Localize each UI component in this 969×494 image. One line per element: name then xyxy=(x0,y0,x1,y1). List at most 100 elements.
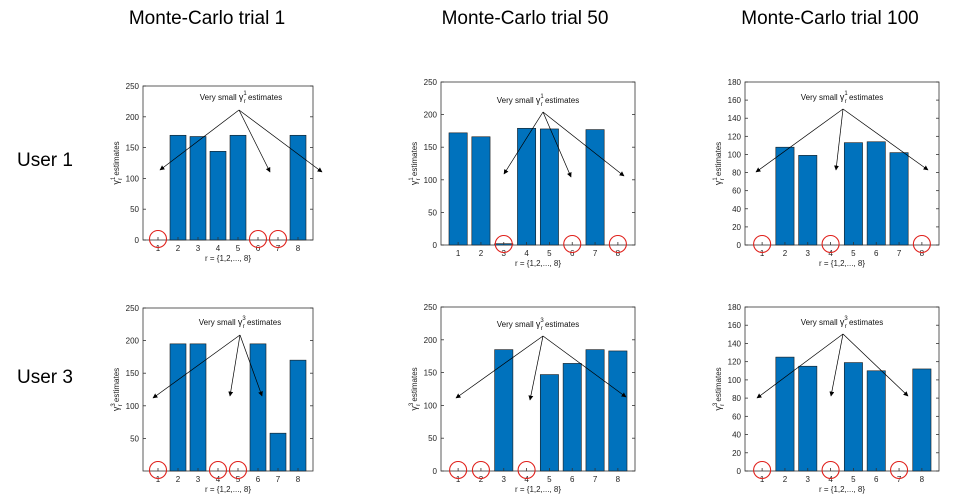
y-tick-label: 250 xyxy=(424,303,438,312)
annotation-subscript: r xyxy=(541,102,543,108)
bar-2 xyxy=(775,146,795,246)
annotation-label: Very small γ3 r estimates xyxy=(497,318,579,332)
x-tick-label: 5 xyxy=(236,475,241,484)
x-tick-label: 2 xyxy=(783,249,788,258)
y-tick-label: 100 xyxy=(126,402,140,411)
x-tick-label: 1 xyxy=(456,249,461,258)
bar-6 xyxy=(866,370,886,472)
small-estimate-circle-1 xyxy=(148,229,168,249)
x-tick-label: 1 xyxy=(456,475,461,484)
annotation-prefix: Very small xyxy=(199,318,238,327)
row-label-user-1: User 1 xyxy=(17,150,73,171)
bar-5 xyxy=(843,142,863,246)
ylabel-text: estimates xyxy=(112,141,121,177)
annotation-label: Very small γ3 r estimates xyxy=(199,316,281,330)
ylabel-text: estimates xyxy=(112,368,121,404)
x-tick-label: 2 xyxy=(176,475,181,484)
x-tick-label: 2 xyxy=(783,475,788,484)
annotation-gamma: γ xyxy=(840,317,845,327)
column-title-trial-1: Monte-Carlo trial 1 xyxy=(128,8,286,29)
bar-7 xyxy=(585,349,605,472)
ylabel-text: estimates xyxy=(714,367,723,403)
x-tick-label: 8 xyxy=(616,475,621,484)
y-tick-label: 50 xyxy=(428,208,437,217)
annotation-arrow-2 xyxy=(542,111,572,178)
y-tick-label: 200 xyxy=(126,113,140,122)
y-axis-label: γ3r estimates xyxy=(409,367,422,410)
bar-7 xyxy=(269,432,287,472)
ylabel-gamma: γ xyxy=(409,180,419,185)
ylabel-text: estimates xyxy=(714,142,723,178)
bar-1 xyxy=(448,132,468,246)
annotation-subscript: r xyxy=(845,324,847,330)
annotation-arrow-1 xyxy=(503,111,544,175)
y-tick-label: 180 xyxy=(728,303,742,312)
bar-2 xyxy=(471,136,491,246)
annotation-superscript: 3 xyxy=(844,316,848,322)
y-tick-label: 40 xyxy=(732,431,741,440)
small-estimate-circle-5 xyxy=(228,460,248,480)
ylabel-subscript: r xyxy=(416,404,422,406)
y-tick-label: 250 xyxy=(424,78,438,87)
plot-area xyxy=(142,307,314,472)
annotation-superscript: 1 xyxy=(540,94,544,100)
annotation-arrow-2 xyxy=(238,109,271,173)
bar-5 xyxy=(843,362,863,472)
ylabel-gamma: γ xyxy=(713,406,723,411)
y-tick-label: 150 xyxy=(424,143,438,152)
ylabel-superscript: 3 xyxy=(111,403,117,407)
ylabel-subscript: r xyxy=(118,178,124,180)
y-tick-label: 250 xyxy=(126,304,140,313)
y-tick-label: 60 xyxy=(732,412,741,421)
small-estimate-circle-6 xyxy=(248,229,268,249)
y-tick-label: 80 xyxy=(732,169,741,178)
annotation-arrow-3 xyxy=(542,111,625,177)
small-estimate-circle-4 xyxy=(821,460,840,480)
chart-user1-trial50: 0 50 100 150 200 250 1 2 3 4 5 6 7 8 r = {1,2,..., 8} γ… xyxy=(409,78,636,268)
y-tick-label: 80 xyxy=(732,394,741,403)
y-tick-label: 250 xyxy=(126,82,140,91)
annotation-arrow-1 xyxy=(152,334,241,399)
bar-6 xyxy=(562,363,582,472)
y-tick-label: 50 xyxy=(130,205,139,214)
annotation-suffix: estimates xyxy=(245,318,281,327)
ylabel-superscript: 1 xyxy=(409,177,415,181)
small-estimate-circle-4 xyxy=(821,234,840,254)
x-tick-label: 3 xyxy=(502,475,507,484)
plot-area xyxy=(744,81,940,246)
y-tick-label: 120 xyxy=(728,358,742,367)
ylabel-gamma: γ xyxy=(111,406,121,411)
y-axis-label: γ1r estimates xyxy=(409,142,422,185)
y-tick-label: 140 xyxy=(728,339,742,348)
x-tick-label: 6 xyxy=(570,475,575,484)
x-axis-label: r = {1,2,..., 8} xyxy=(819,485,865,494)
bar-3 xyxy=(189,343,207,472)
x-tick-label: 7 xyxy=(276,244,281,253)
annotation-subscript: r xyxy=(541,326,543,332)
y-axis-label: γ1r estimates xyxy=(111,141,124,184)
ylabel-superscript: 3 xyxy=(409,402,415,406)
row-label-user-3: User 3 xyxy=(17,367,73,388)
bar-2 xyxy=(775,356,795,472)
y-tick-label: 160 xyxy=(728,96,742,105)
x-axis-label: r = {1,2,..., 8} xyxy=(515,259,561,268)
annotation-gamma: γ xyxy=(238,317,243,327)
x-tick-label: 3 xyxy=(806,249,811,258)
x-tick-label: 7 xyxy=(593,475,598,484)
ylabel-superscript: 1 xyxy=(713,177,719,181)
small-estimate-circle-3 xyxy=(494,234,513,254)
x-tick-label: 4 xyxy=(216,244,221,253)
annotation-suffix: estimates xyxy=(847,318,883,327)
y-tick-label: 100 xyxy=(126,174,140,183)
ylabel-subscript: r xyxy=(118,404,124,406)
chart-user1-trial100: 0 20 40 60 80 100 120 140 160 180 1 2 3 4 5 6 7 8 r = {1,2… xyxy=(713,78,940,268)
x-tick-label: 7 xyxy=(897,249,902,258)
bar-8 xyxy=(289,134,307,241)
annotation-arrow-1 xyxy=(756,333,844,399)
ylabel-subscript: r xyxy=(720,404,726,406)
annotation-prefix: Very small xyxy=(497,96,536,105)
annotation-arrow-3 xyxy=(842,108,929,171)
annotation-arrow-3 xyxy=(842,333,909,397)
bar-5 xyxy=(539,128,559,246)
